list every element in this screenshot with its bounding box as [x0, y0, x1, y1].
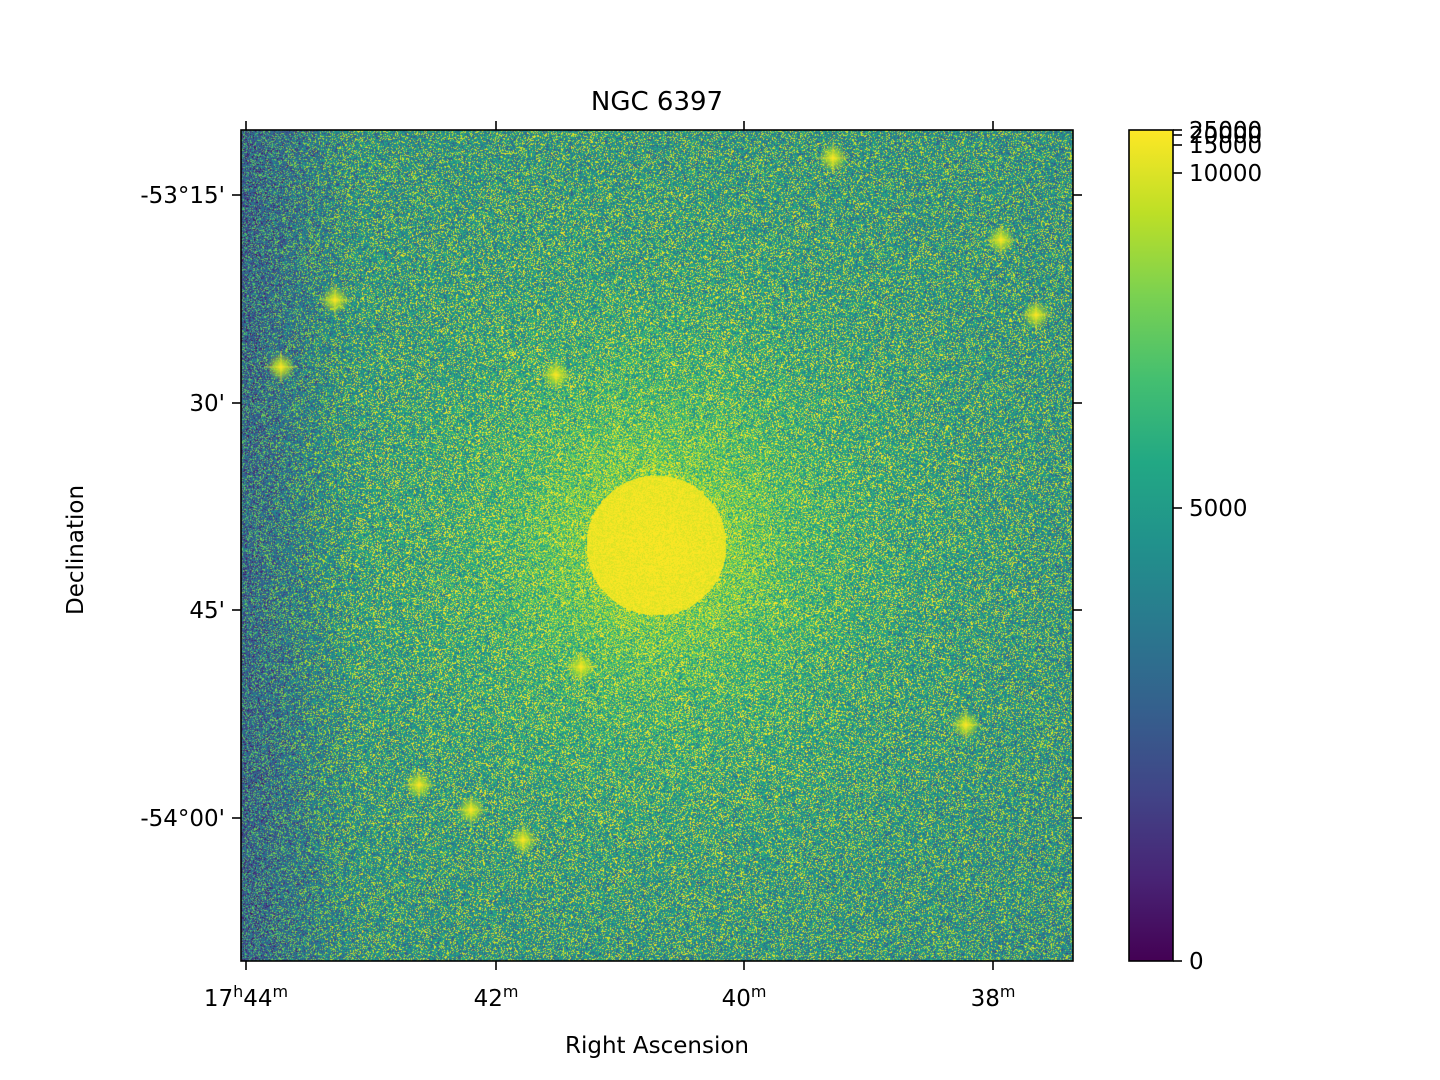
chart-title: NGC 6397	[591, 87, 723, 117]
x-axis-ticks: 17h44m 42m 40m 38m	[204, 121, 1016, 1012]
x-tick-label: 42m	[474, 982, 519, 1012]
plot-frame	[240, 129, 1074, 962]
x-axis-label: Right Ascension	[565, 1033, 749, 1059]
y-axis-label: Declination	[63, 485, 89, 615]
x-tick-label: 40m	[722, 982, 767, 1012]
colorbar-tick-label: 15000	[1189, 133, 1262, 159]
y-tick-label: 30'	[189, 391, 225, 417]
y-axis-ticks: -53°15' 30' 45' -54°00'	[140, 183, 1082, 832]
y-tick-label: 45'	[189, 598, 225, 624]
y-tick-label: -54°00'	[140, 806, 225, 832]
image-area	[241, 130, 1073, 961]
x-tick-label: 38m	[971, 982, 1016, 1012]
y-tick-label: -53°15'	[140, 183, 225, 209]
colorbar-tick-label: 10000	[1189, 161, 1262, 187]
colorbar-tick-label: 25000	[1189, 118, 1262, 144]
star-field-image	[241, 130, 1073, 961]
colorbar	[1128, 129, 1174, 962]
colorbar-tick-label: 5000	[1189, 496, 1248, 522]
colorbar-tick-label: 20000	[1189, 123, 1262, 149]
colorbar-tick-label: 0	[1189, 949, 1204, 975]
x-tick-label: 17h44m	[204, 982, 288, 1012]
